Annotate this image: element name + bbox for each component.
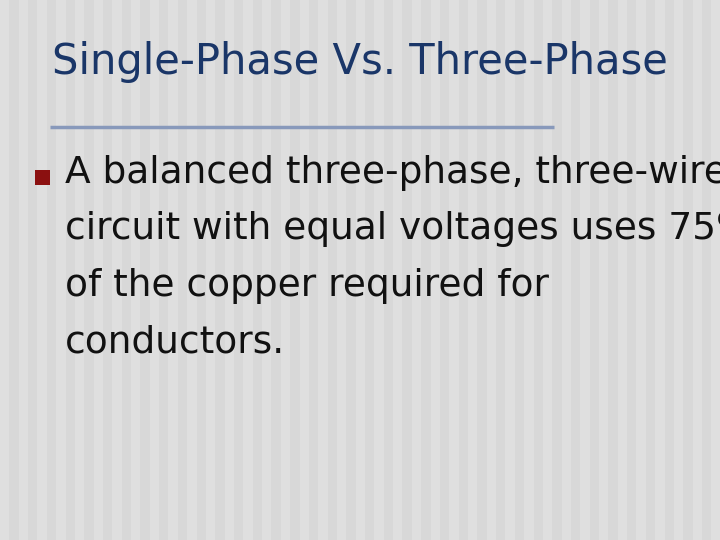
Bar bbox=[674, 0, 683, 540]
Bar bbox=[281, 0, 290, 540]
Bar bbox=[243, 0, 253, 540]
Bar bbox=[318, 0, 328, 540]
Bar bbox=[206, 0, 215, 540]
Bar bbox=[112, 0, 122, 540]
Bar bbox=[225, 0, 234, 540]
Bar bbox=[580, 0, 590, 540]
Bar bbox=[300, 0, 309, 540]
Bar bbox=[150, 0, 159, 540]
Text: circuit with equal voltages uses 75%: circuit with equal voltages uses 75% bbox=[65, 212, 720, 247]
Bar bbox=[693, 0, 702, 540]
Bar bbox=[468, 0, 477, 540]
Bar bbox=[431, 0, 440, 540]
Bar bbox=[618, 0, 627, 540]
Bar bbox=[636, 0, 646, 540]
Bar bbox=[599, 0, 608, 540]
Bar bbox=[562, 0, 571, 540]
Bar bbox=[75, 0, 84, 540]
Bar bbox=[487, 0, 496, 540]
Text: Single-Phase Vs. Three-Phase: Single-Phase Vs. Three-Phase bbox=[52, 41, 668, 83]
Bar bbox=[0, 0, 9, 540]
Bar bbox=[449, 0, 459, 540]
Bar bbox=[412, 0, 421, 540]
Bar bbox=[131, 0, 140, 540]
Bar bbox=[94, 0, 103, 540]
Text: of the copper required for: of the copper required for bbox=[65, 268, 549, 304]
Bar bbox=[505, 0, 515, 540]
Text: conductors.: conductors. bbox=[65, 325, 285, 361]
Bar bbox=[524, 0, 534, 540]
Bar bbox=[356, 0, 365, 540]
Bar bbox=[168, 0, 178, 540]
Bar bbox=[655, 0, 665, 540]
Bar bbox=[711, 0, 720, 540]
Bar bbox=[337, 0, 346, 540]
Bar bbox=[187, 0, 197, 540]
Bar bbox=[56, 0, 66, 540]
Bar bbox=[543, 0, 552, 540]
Text: A balanced three-phase, three-wire: A balanced three-phase, three-wire bbox=[65, 155, 720, 191]
Bar bbox=[35, 170, 50, 185]
Bar bbox=[37, 0, 47, 540]
Bar bbox=[374, 0, 384, 540]
Bar bbox=[262, 0, 271, 540]
Bar bbox=[393, 0, 402, 540]
Bar bbox=[19, 0, 28, 540]
